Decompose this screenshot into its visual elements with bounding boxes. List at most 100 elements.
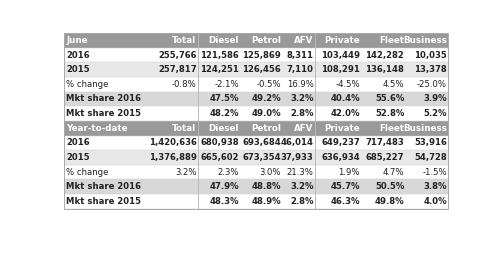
Text: 37,933: 37,933 — [281, 153, 314, 162]
Text: Business: Business — [403, 36, 447, 45]
Text: 46,014: 46,014 — [280, 138, 314, 147]
Text: 53,916: 53,916 — [414, 138, 447, 147]
Text: 1,420,636: 1,420,636 — [148, 138, 196, 147]
Text: 50.5%: 50.5% — [375, 182, 404, 191]
Text: 673,354: 673,354 — [242, 153, 281, 162]
Text: 48.2%: 48.2% — [210, 109, 239, 118]
Bar — [64, 194, 448, 209]
Text: Diesel: Diesel — [208, 36, 239, 45]
Text: June: June — [66, 36, 88, 45]
Text: 3.0%: 3.0% — [260, 168, 281, 177]
Text: 3.2%: 3.2% — [290, 182, 314, 191]
Text: 55.6%: 55.6% — [375, 95, 404, 104]
Text: 124,251: 124,251 — [200, 65, 239, 74]
Text: 3.2%: 3.2% — [290, 95, 314, 104]
Text: 649,237: 649,237 — [322, 138, 360, 147]
Bar — [64, 33, 448, 209]
Text: Diesel: Diesel — [208, 124, 239, 133]
Text: 21.3%: 21.3% — [286, 168, 314, 177]
Text: 136,148: 136,148 — [366, 65, 405, 74]
Text: 255,766: 255,766 — [158, 51, 196, 60]
Bar — [64, 77, 448, 92]
Text: Private: Private — [324, 36, 360, 45]
Text: -4.5%: -4.5% — [336, 80, 360, 89]
Text: 49.0%: 49.0% — [252, 109, 281, 118]
Text: 2016: 2016 — [66, 138, 90, 147]
Text: Total: Total — [172, 124, 197, 133]
Text: 4.0%: 4.0% — [424, 197, 447, 206]
Text: Mkt share 2015: Mkt share 2015 — [66, 109, 142, 118]
Text: 121,586: 121,586 — [200, 51, 239, 60]
Bar — [64, 92, 448, 106]
Text: 54,728: 54,728 — [414, 153, 447, 162]
Text: 3.9%: 3.9% — [424, 95, 447, 104]
Text: 45.7%: 45.7% — [330, 182, 360, 191]
Text: 108,291: 108,291 — [321, 65, 360, 74]
Text: Total: Total — [172, 36, 197, 45]
Text: 125,869: 125,869 — [242, 51, 281, 60]
Text: 5.2%: 5.2% — [424, 109, 447, 118]
Text: -0.5%: -0.5% — [256, 80, 281, 89]
Bar — [64, 33, 448, 48]
Bar — [64, 106, 448, 121]
Text: Business: Business — [403, 124, 447, 133]
Text: 48.3%: 48.3% — [210, 197, 239, 206]
Bar — [64, 121, 448, 135]
Text: 46.3%: 46.3% — [330, 197, 360, 206]
Text: 685,227: 685,227 — [366, 153, 405, 162]
Text: Petrol: Petrol — [251, 36, 281, 45]
Text: -1.5%: -1.5% — [422, 168, 447, 177]
Text: 693,684: 693,684 — [242, 138, 281, 147]
Text: Fleet: Fleet — [380, 124, 404, 133]
Text: 3.8%: 3.8% — [424, 182, 447, 191]
Text: Mkt share 2016: Mkt share 2016 — [66, 95, 142, 104]
Text: 4.7%: 4.7% — [383, 168, 404, 177]
Text: 42.0%: 42.0% — [330, 109, 360, 118]
Text: 1.9%: 1.9% — [338, 168, 360, 177]
Text: 1,376,889: 1,376,889 — [148, 153, 196, 162]
Text: -25.0%: -25.0% — [417, 80, 447, 89]
Text: 103,449: 103,449 — [321, 51, 360, 60]
Text: Mkt share 2015: Mkt share 2015 — [66, 197, 142, 206]
Text: 4.5%: 4.5% — [383, 80, 404, 89]
Text: 126,456: 126,456 — [242, 65, 281, 74]
Text: 47.5%: 47.5% — [210, 95, 239, 104]
Bar — [64, 48, 448, 62]
Bar — [64, 179, 448, 194]
Text: 10,035: 10,035 — [414, 51, 447, 60]
Text: 2.8%: 2.8% — [290, 197, 314, 206]
Text: 49.2%: 49.2% — [252, 95, 281, 104]
Text: 680,938: 680,938 — [200, 138, 239, 147]
Text: 2016: 2016 — [66, 51, 90, 60]
Text: 47.9%: 47.9% — [210, 182, 239, 191]
Text: 2.3%: 2.3% — [218, 168, 239, 177]
Text: 7,110: 7,110 — [286, 65, 314, 74]
Text: 636,934: 636,934 — [322, 153, 360, 162]
Text: 52.8%: 52.8% — [375, 109, 404, 118]
Text: Private: Private — [324, 124, 360, 133]
Text: 2.8%: 2.8% — [290, 109, 314, 118]
Text: Year-to-date: Year-to-date — [66, 124, 128, 133]
Text: 3.2%: 3.2% — [175, 168, 197, 177]
Text: Mkt share 2016: Mkt share 2016 — [66, 182, 142, 191]
Text: AFV: AFV — [294, 36, 314, 45]
Text: 2015: 2015 — [66, 65, 90, 74]
Bar — [64, 165, 448, 179]
Text: 49.8%: 49.8% — [374, 197, 404, 206]
Text: -2.1%: -2.1% — [214, 80, 239, 89]
Text: 48.9%: 48.9% — [252, 197, 281, 206]
Text: Fleet: Fleet — [380, 36, 404, 45]
Text: -0.8%: -0.8% — [172, 80, 197, 89]
Text: 665,602: 665,602 — [200, 153, 239, 162]
Text: 16.9%: 16.9% — [286, 80, 314, 89]
Text: % change: % change — [66, 168, 109, 177]
Bar — [64, 150, 448, 165]
Text: 48.8%: 48.8% — [252, 182, 281, 191]
Bar — [64, 135, 448, 150]
Bar — [64, 62, 448, 77]
Text: 717,483: 717,483 — [366, 138, 405, 147]
Text: 13,378: 13,378 — [414, 65, 447, 74]
Text: 257,817: 257,817 — [158, 65, 196, 74]
Text: AFV: AFV — [294, 124, 314, 133]
Text: 2015: 2015 — [66, 153, 90, 162]
